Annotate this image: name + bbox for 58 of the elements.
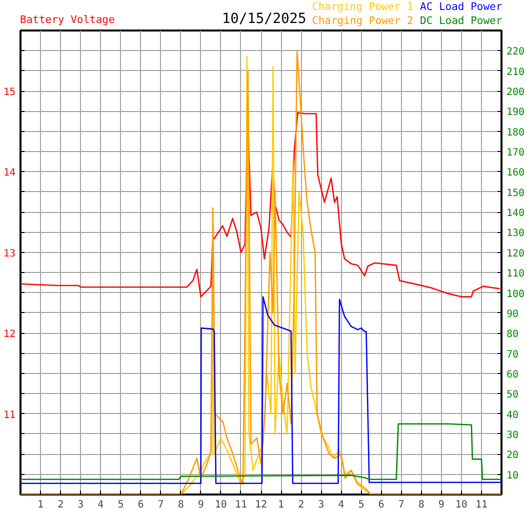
y2-tick-label: 210 — [506, 66, 525, 78]
y2-tick-label: 60 — [506, 369, 519, 380]
text: Charging Power 1 — [312, 0, 414, 15]
y2-tick-label: 90 — [506, 308, 519, 320]
x-tick-label: 11 — [234, 500, 247, 510]
y2-tick-label: 200 — [506, 87, 525, 98]
x-tick-label: 9 — [198, 500, 204, 510]
x-tick-label: 11 — [475, 500, 488, 510]
y2-tick-label: 140 — [506, 208, 525, 220]
x-tick-label: 1 — [38, 500, 44, 510]
chart-title: 10/15/2025 — [222, 10, 306, 29]
y2-tick-label: 120 — [506, 248, 525, 260]
x-tick-label: 4 — [338, 500, 344, 510]
x-tick-label: 8 — [178, 500, 184, 510]
line-series — [20, 296, 502, 484]
y2-tick-label: 80 — [506, 329, 519, 340]
x-tick-label: 7 — [158, 500, 164, 510]
y2-tick-label: 180 — [506, 127, 525, 138]
x-tick-label: 9 — [438, 500, 444, 510]
y2-tick-label: 190 — [506, 107, 525, 118]
x-tick-label: 4 — [98, 500, 104, 510]
y2-tick-label: 170 — [506, 148, 525, 159]
y-tick-label: 12 — [3, 329, 16, 340]
x-tick-label: 12 — [254, 500, 268, 510]
x-tick-label: 3 — [318, 500, 324, 510]
x-tick-label: 10 — [455, 500, 468, 510]
y-tick-label: 14 — [3, 168, 16, 179]
x-tick-label: 2 — [298, 500, 304, 510]
text: AC Load Power — [420, 0, 502, 15]
x-tick-label: 1 — [278, 500, 284, 510]
text: DC Load Power — [420, 14, 502, 29]
line-series — [20, 423, 502, 480]
x-tick-label: 8 — [418, 500, 424, 510]
x-tick-label: 2 — [58, 500, 64, 510]
y2-tick-label: 40 — [506, 410, 519, 421]
y2-tick-label: 100 — [506, 288, 525, 300]
y2-tick-label: 220 — [506, 46, 525, 58]
x-tick-label: 7 — [398, 500, 404, 510]
y2-tick-label: 110 — [506, 268, 525, 280]
y2-tick-label: 150 — [506, 188, 525, 199]
y2-tick-label: 20 — [506, 450, 519, 462]
y2-tick-label: 50 — [506, 390, 519, 401]
y2-tick-label: 30 — [506, 430, 519, 441]
x-tick-label: 3 — [78, 500, 84, 510]
y-tick-label: 11 — [3, 410, 16, 421]
y2-tick-label: 70 — [506, 349, 519, 360]
y-tick-label: 15 — [3, 87, 16, 98]
y2-tick-label: 10 — [506, 470, 519, 482]
x-tick-label: 5 — [118, 500, 124, 510]
y2-tick-label: 130 — [506, 228, 525, 240]
x-tick-label: 6 — [138, 500, 144, 510]
y2-tick-label: 160 — [506, 168, 525, 179]
x-tick-label: 6 — [378, 500, 384, 510]
text: Charging Power 2 — [312, 14, 414, 29]
x-tick-label: 5 — [358, 500, 364, 510]
y-tick-label: 13 — [3, 248, 16, 260]
x-tick-label: 10 — [214, 500, 227, 510]
text: Battery Voltage — [20, 13, 115, 28]
